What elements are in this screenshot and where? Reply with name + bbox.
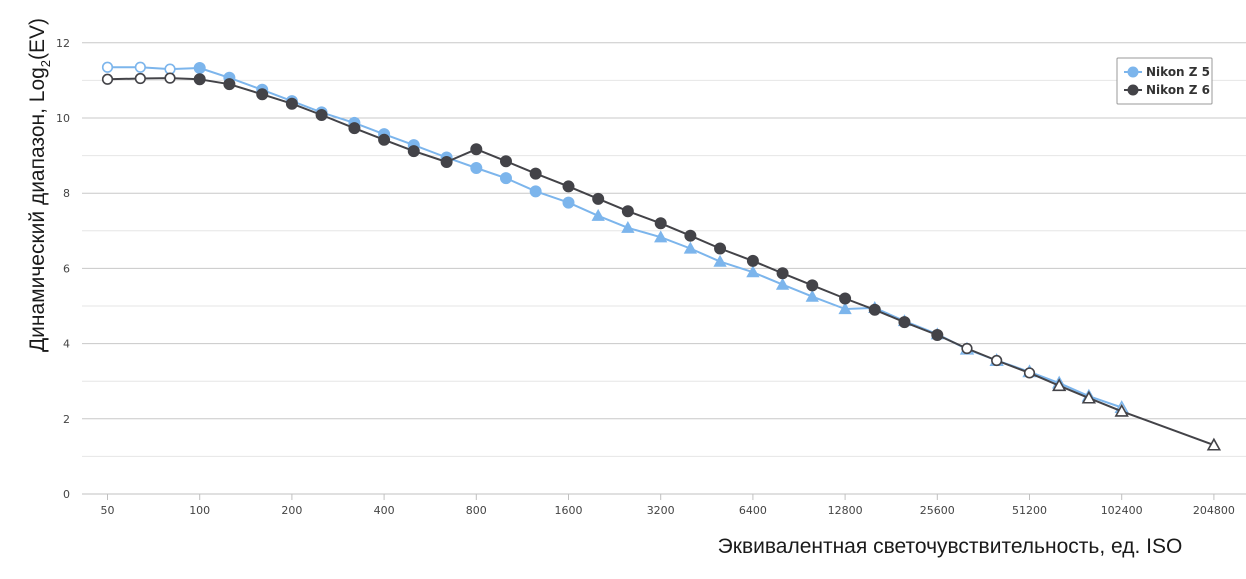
y-tick-label: 10 (56, 112, 70, 125)
x-tick-label: 102400 (1101, 504, 1143, 517)
data-point (776, 267, 789, 280)
data-point (746, 254, 759, 267)
data-point (746, 265, 760, 278)
x-tick-label: 6400 (739, 504, 767, 517)
data-point (806, 279, 819, 292)
x-tick-label: 1600 (555, 504, 583, 517)
data-point (592, 192, 605, 205)
data-point (470, 162, 483, 175)
data-point (164, 72, 176, 84)
data-point (805, 289, 819, 302)
data-point (529, 167, 542, 180)
data-point (683, 241, 698, 254)
data-point (654, 217, 667, 230)
x-tick-label: 3200 (647, 504, 675, 517)
data-point (839, 292, 852, 305)
data-point (775, 277, 790, 290)
y-tick-label: 0 (63, 488, 70, 501)
y-tick-label: 12 (56, 37, 70, 50)
data-point (562, 196, 575, 209)
data-point (1081, 390, 1097, 404)
x-tick-label: 800 (466, 504, 487, 517)
x-axis-title: Эквивалентная светочувствительность, ед.… (718, 535, 1183, 558)
legend[interactable]: Nikon Z 5 Nikon Z 6 (1116, 57, 1213, 105)
data-point (256, 88, 269, 101)
data-point (684, 229, 697, 242)
y-axis-ticks: 0 2 4 6 8 10 12 (56, 37, 70, 501)
data-point (961, 342, 973, 355)
data-point (285, 97, 298, 110)
data-point (714, 242, 727, 255)
data-point (440, 155, 453, 168)
data-point (991, 354, 1003, 367)
x-axis-ticks: 50 100 200 400 800 1600 3200 6400 12800 25600 5120… (101, 494, 1235, 517)
data-point (164, 63, 176, 75)
data-point (931, 328, 944, 341)
legend-symbol-marker (1127, 84, 1139, 96)
data-point (223, 78, 236, 91)
data-point (1114, 403, 1129, 417)
data-point (134, 72, 146, 85)
x-tick-label: 25600 (920, 504, 955, 517)
legend-item-nikon-z6[interactable]: Nikon Z 6 (1124, 83, 1210, 97)
x-tick-label: 100 (189, 504, 210, 517)
legend-item-nikon-z5[interactable]: Nikon Z 5 (1124, 65, 1210, 79)
series-nikon-z-6 (101, 72, 1222, 451)
grid-lines (82, 42, 1246, 457)
data-point (868, 303, 881, 316)
y-tick-label: 6 (63, 262, 70, 275)
data-point (348, 122, 361, 135)
data-point (499, 172, 512, 185)
data-point (193, 73, 206, 86)
x-tick-label: 400 (374, 504, 395, 517)
data-point (621, 205, 634, 218)
data-point (101, 61, 114, 73)
data-point (470, 143, 483, 156)
legend-label-nikon-z6: Nikon Z 6 (1146, 83, 1210, 97)
series-layer (101, 61, 1222, 451)
data-point (621, 220, 635, 233)
data-point (407, 145, 420, 158)
data-point (562, 180, 575, 193)
data-point (898, 316, 911, 329)
y-axis-title-tail: (EV) (26, 18, 49, 60)
x-tick-label: 200 (281, 504, 302, 517)
y-tick-label: 2 (63, 413, 70, 426)
data-point (1023, 367, 1036, 379)
data-point (713, 254, 727, 267)
data-point (1052, 378, 1067, 392)
data-point (134, 61, 146, 73)
data-point (654, 230, 668, 243)
data-point (591, 208, 605, 221)
x-tick-label: 50 (101, 504, 115, 517)
y-axis-title: Динамический диапазон, Log2(EV) (26, 18, 53, 352)
data-point (838, 302, 852, 315)
legend-symbol-marker (1127, 66, 1139, 78)
legend-box (1116, 57, 1213, 105)
data-point (193, 61, 206, 74)
x-tick-label: 12800 (828, 504, 863, 517)
data-point (315, 108, 328, 121)
data-point (1206, 437, 1222, 451)
y-tick-label: 4 (63, 338, 70, 351)
series-nikon-z-5 (101, 61, 1129, 413)
data-point (101, 73, 114, 85)
y-axis-title-subscript: 2 (38, 60, 53, 67)
data-point (378, 133, 391, 146)
x-tick-label: 204800 (1193, 504, 1235, 517)
y-tick-label: 8 (63, 187, 70, 200)
data-point (529, 185, 542, 198)
data-point (499, 155, 512, 168)
series-line (107, 77, 1215, 447)
x-tick-label: 51200 (1012, 504, 1047, 517)
y-axis-title-main: Динамический диапазон, Log (26, 67, 49, 352)
legend-label-nikon-z5: Nikon Z 5 (1146, 65, 1210, 79)
